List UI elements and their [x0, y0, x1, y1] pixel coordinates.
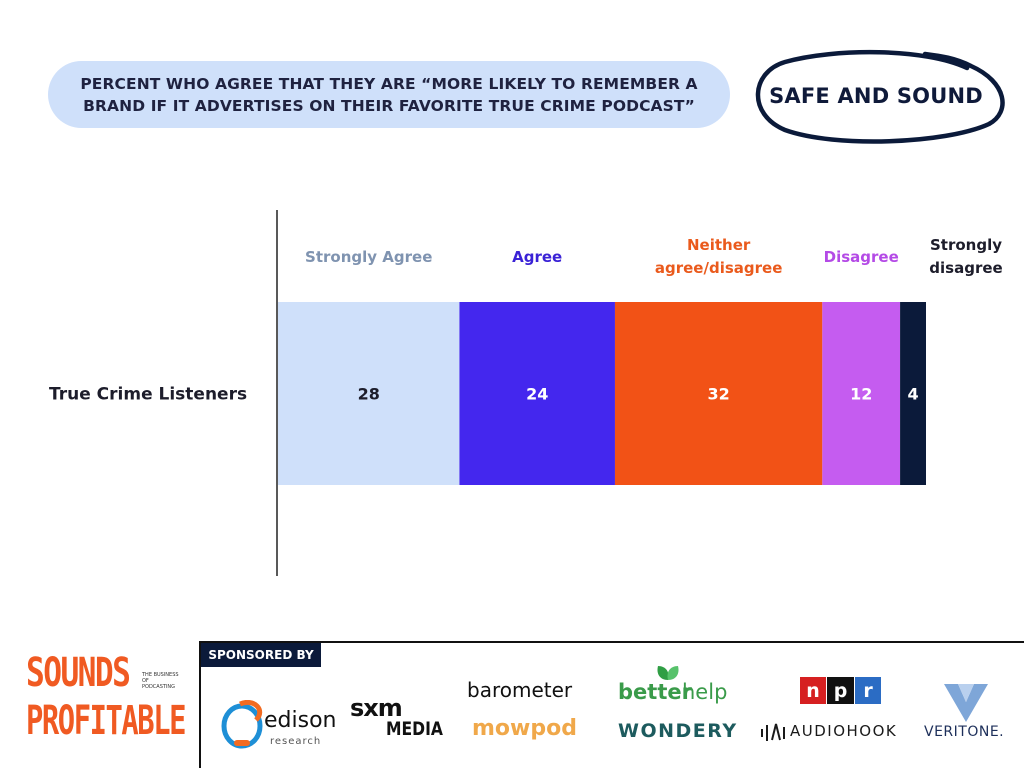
badge-text: SAFE AND SOUND [769, 84, 983, 108]
series-header-neither-agree-disagree: Neither agree/disagree [655, 236, 783, 277]
category-labels: True Crime Listeners [49, 385, 247, 405]
bar-disagree [822, 302, 901, 485]
footer-divider [199, 641, 1024, 643]
veritone-logo: VERITONE. [922, 684, 1022, 744]
value-label-disagree: 12 [850, 385, 872, 404]
bars: 28 24 32 12 4 [278, 302, 926, 485]
sxm-media-wordmark: MEDIA [386, 718, 443, 740]
sxm-wordmark: sxm [350, 694, 403, 722]
value-label-neither-agree-disagree: 32 [708, 385, 730, 404]
brand-line2: PROFITABLE [26, 698, 186, 744]
betterhelp-leaf-icon [657, 666, 679, 680]
stacked-bar-chart: Strongly Agree Agree Neither agree/disagree… [49, 210, 1003, 576]
npr-letter-n: n [800, 677, 826, 704]
npr-letter-r: r [855, 677, 881, 704]
category-label-true-crime-listeners: True Crime Listeners [49, 385, 247, 405]
safe-and-sound-badge: SAFE AND SOUND [745, 44, 1007, 148]
legend-headers: Strongly Agree Agree Neither agree/disagree… [305, 236, 1003, 277]
barometer-logo: barometer [467, 678, 573, 702]
wondery-logo: WONDERY [618, 720, 738, 742]
npr-logo: n p r [800, 677, 882, 704]
series-header-strongly-agree: Strongly Agree [305, 248, 432, 266]
veritone-wordmark: VERITONE. [924, 724, 1005, 740]
betterhelp-word-b: help [682, 680, 728, 704]
mowpod-logo: mowpod [472, 716, 577, 741]
sounds-profitable-logo: SOUNDS PROFITABLE THE BUSINESS OF PODCAS… [26, 650, 186, 750]
chart-title-line1: PERCENT WHO AGREE THAT THEY ARE “MORE LI… [80, 74, 698, 93]
sxm-media-logo: sxm MEDIA [350, 694, 443, 744]
edison-icon [221, 700, 263, 749]
audiohook-logo: AUDIOHOOK [760, 720, 910, 744]
brand-line1: SOUNDS [26, 650, 131, 696]
value-label-strongly-disagree: 4 [907, 385, 918, 404]
edison-sub: research [270, 736, 322, 747]
chart-title-line2: BRAND IF IT ADVERTISES ON THEIR FAVORITE… [83, 96, 695, 115]
edison-research-logo: edison research [220, 700, 345, 755]
series-header-agree: Agree [512, 248, 562, 266]
series-header-strongly-disagree: Strongly disagree [929, 236, 1002, 277]
audiohook-waveform-icon [761, 723, 785, 741]
npr-letter-p: p [827, 677, 854, 704]
bar-strongly-disagree [900, 302, 926, 485]
edison-wordmark: edison [264, 708, 337, 733]
bar-strongly-agree [278, 302, 460, 485]
betterhelp-logo: better help [618, 662, 738, 707]
bar-neither-agree-disagree [614, 302, 823, 485]
audiohook-wordmark: AUDIOHOOK [790, 722, 898, 740]
footer-vertical-divider [199, 641, 201, 768]
sponsored-by-label: SPONSORED BY [201, 643, 321, 667]
bar-agree [459, 302, 615, 485]
chart-title-pill: PERCENT WHO AGREE THAT THEY ARE “MORE LI… [48, 61, 730, 128]
veritone-v-icon [944, 684, 988, 722]
hand-drawn-ellipse [755, 49, 1005, 144]
value-label-strongly-agree: 28 [358, 385, 380, 404]
betterhelp-word-a: better [618, 680, 692, 704]
value-label-agree: 24 [526, 385, 548, 404]
brand-tagline: THE BUSINESS OF PODCASTING [142, 672, 179, 690]
series-header-disagree: Disagree [824, 248, 899, 266]
